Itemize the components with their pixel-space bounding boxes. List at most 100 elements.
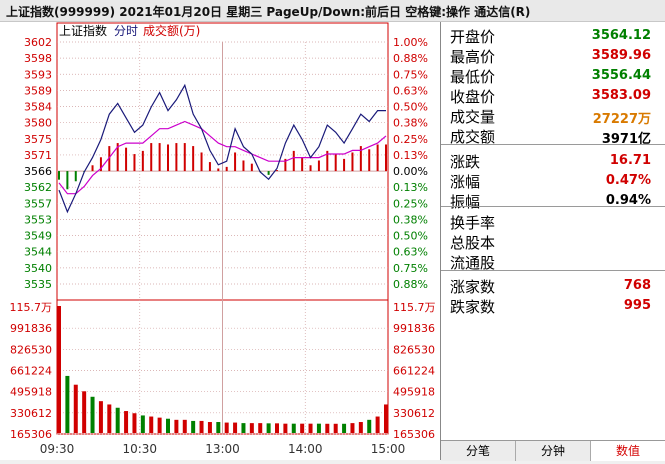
volume-tick-label: 991836	[10, 322, 52, 335]
volume-tick-label: 165306	[10, 428, 52, 441]
volume-bar	[275, 423, 279, 433]
quote-label: 最低价	[450, 68, 496, 86]
quote-label: 总股本	[450, 234, 496, 252]
intraday-chart[interactable]: 上证指数 分时 成交额(万) 3602 1.00% 3598 0.88% 3593 0.75% 3…	[0, 22, 440, 460]
volume-bar	[140, 415, 145, 433]
volume-tick-label-right: 991836	[393, 322, 435, 335]
quote-value: 3583.09	[591, 88, 651, 103]
price-tick-label: 3589	[24, 84, 52, 97]
quote-row: 振幅 0.94%	[441, 191, 661, 211]
volume-bar	[367, 419, 372, 433]
volume-bar	[300, 423, 305, 433]
quote-label: 成交量	[450, 108, 496, 126]
intraday-chart-panel[interactable]: 上证指数 分时 成交额(万) 3602 1.00% 3598 0.88% 3593 0.75% 3…	[0, 22, 440, 460]
volume-bar	[57, 306, 61, 433]
quote-label: 最高价	[450, 48, 496, 66]
price-tick-label: 3562	[24, 181, 52, 194]
volume-bar	[166, 418, 170, 433]
volume-bar	[316, 423, 321, 433]
time-tick-label: 10:30	[122, 442, 157, 456]
quote-value: 3564.12	[591, 28, 651, 43]
pct-tick-label: 0.00%	[393, 165, 428, 178]
quote-row: 收盘价 3583.09	[441, 86, 661, 106]
quote-label: 成交额	[450, 128, 496, 146]
volume-bar	[124, 411, 129, 433]
volume-bar	[241, 423, 246, 433]
volume-bar	[149, 416, 154, 433]
quote-row: 最高价 3589.96	[441, 46, 661, 66]
volume-bar	[132, 413, 137, 433]
quote-row: 换手率	[441, 212, 661, 232]
legend-mode: 分时	[114, 24, 138, 38]
quote-value: 0.94%	[605, 193, 651, 208]
pct-tick-label: 0.25%	[393, 133, 428, 146]
price-tick-label: 3575	[24, 133, 52, 146]
volume-tick-label: 826530	[10, 343, 52, 356]
volume-bar	[191, 420, 196, 433]
pct-tick-label: 0.13%	[393, 149, 428, 162]
quote-row: 成交量 27227万	[441, 106, 661, 127]
pct-tick-label: 1.00%	[393, 36, 428, 49]
price-tick-label: 3598	[24, 52, 52, 65]
quote-row: 开盘价 3564.12	[441, 26, 661, 46]
volume-tick-label-right: 661224	[393, 365, 435, 378]
volume-bar	[174, 419, 179, 433]
quote-label: 流通股	[450, 254, 496, 272]
volume-bar	[199, 420, 204, 433]
volume-bar	[342, 423, 347, 433]
quote-row: 流通股	[441, 252, 661, 272]
volume-bar	[65, 375, 70, 433]
quote-label: 收盘价	[450, 88, 496, 106]
price-tick-label: 3535	[24, 278, 52, 291]
volume-bar	[182, 419, 187, 433]
quote-label: 振幅	[450, 193, 481, 211]
pct-tick-label: 0.88%	[393, 52, 428, 65]
volume-bar	[308, 423, 313, 433]
price-tick-label: 3584	[24, 101, 52, 114]
tab-values[interactable]: 数值	[591, 441, 665, 461]
volume-tick-label-right: 115.7万	[393, 301, 436, 314]
volume-bar	[350, 423, 355, 433]
pct-tick-label: 0.50%	[393, 101, 428, 114]
volume-bar	[98, 401, 103, 433]
volume-bar	[384, 404, 388, 433]
quote-label: 开盘价	[450, 28, 496, 46]
pct-tick-label: 0.25%	[393, 197, 428, 210]
pct-tick-label: 0.75%	[393, 262, 428, 275]
panel-divider	[441, 270, 665, 271]
quote-row: 涨家数 768	[441, 276, 661, 296]
quote-value: 3971亿	[601, 132, 651, 147]
volume-tick-label: 661224	[10, 365, 52, 378]
volume-bar	[90, 396, 95, 433]
volume-bar	[224, 422, 229, 433]
volume-bar	[283, 423, 288, 433]
volume-bar	[266, 423, 271, 433]
volume-bar	[375, 416, 380, 433]
tab-ticks[interactable]: 分笔	[441, 441, 516, 461]
volume-tick-label-right: 330612	[393, 407, 435, 420]
pct-tick-label: 0.88%	[393, 278, 428, 291]
quote-value: 995	[623, 298, 651, 313]
pct-tick-label: 0.38%	[393, 213, 428, 226]
volume-bar	[73, 384, 78, 433]
quote-value: 768	[623, 278, 651, 293]
volume-tick-label-right: 826530	[393, 343, 435, 356]
quote-label: 换手率	[450, 214, 496, 232]
quote-value: 27227万	[592, 112, 651, 127]
average-price-line	[58, 120, 387, 195]
volume-bar	[333, 423, 338, 433]
quote-value: 16.71	[609, 153, 651, 168]
volume-bar	[107, 404, 112, 433]
quote-row: 总股本	[441, 232, 661, 252]
pct-tick-label: 0.13%	[393, 181, 428, 194]
quote-row: 涨幅 0.47%	[441, 171, 661, 191]
pct-tick-label: 0.63%	[393, 246, 428, 259]
tab-minutes[interactable]: 分钟	[516, 441, 591, 461]
price-tick-label: 3540	[24, 262, 52, 275]
price-tick-label: 3553	[24, 213, 52, 226]
time-tick-label: 15:00	[371, 442, 406, 456]
quote-row: 跌家数 995	[441, 296, 661, 316]
quote-row: 最低价 3556.44	[441, 66, 661, 86]
time-tick-label: 09:30	[40, 442, 75, 456]
quote-row: 涨跌 16.71	[441, 151, 661, 171]
